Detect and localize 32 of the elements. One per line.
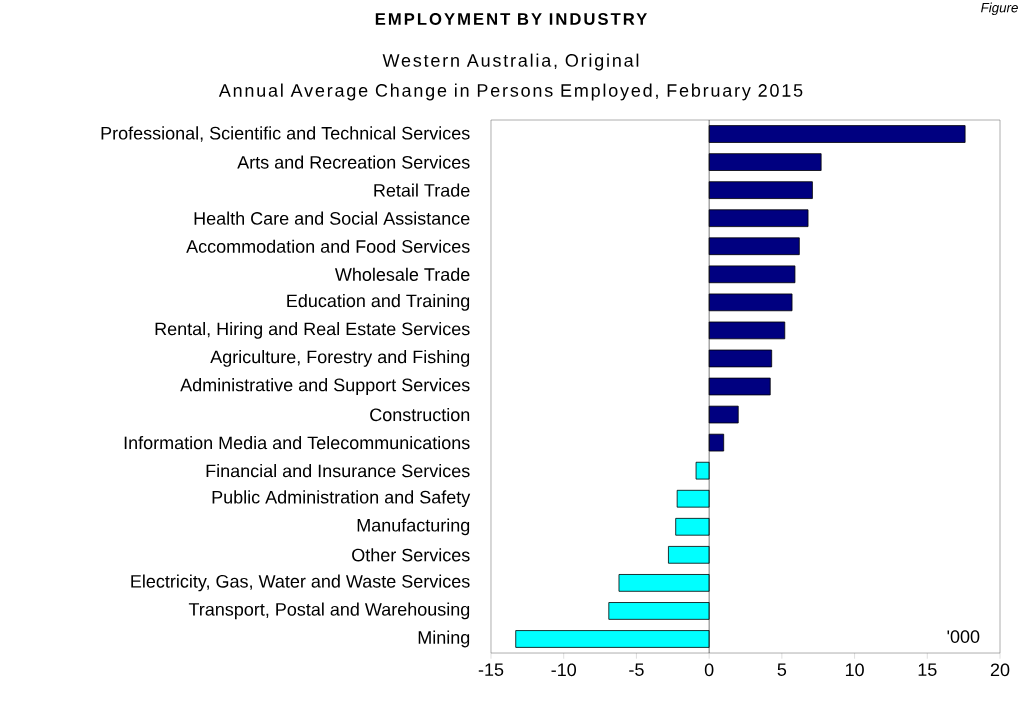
- y-tick-label: Administrative and Support Services: [180, 378, 470, 395]
- y-tick-label: Arts and Recreation Services: [237, 155, 470, 169]
- y-tick-label: Manufacturing: [357, 518, 470, 536]
- x-tick-label: -10: [551, 663, 577, 677]
- y-tick-label: Rental, Hiring and Real Estate Services: [155, 322, 470, 339]
- y-tick-label: Mining: [418, 630, 470, 648]
- chart-subtitle: Western Australia, Original: [382, 53, 639, 71]
- x-tick-label: 20: [990, 663, 1010, 677]
- y-tick-label: Other Services: [352, 548, 470, 562]
- y-tick-label: Health Care and Social Assistance: [194, 211, 470, 225]
- y-tick-label: Information Media and Telecommunications: [124, 436, 470, 450]
- y-tick-label: Construction: [370, 407, 470, 422]
- text: Annual Average Change in Persons Employed, February 2015: [218, 83, 803, 101]
- chart-title: EMPLOYMENT BY INDUSTRY: [375, 13, 648, 25]
- y-tick-label: Agriculture, Forestry and Fishing: [210, 350, 470, 367]
- x-tick-label: -5: [629, 663, 644, 676]
- annotation: '000: [947, 630, 980, 643]
- y-tick-label: Financial and Insurance Services: [206, 464, 470, 478]
- text: Figure: [981, 2, 1018, 16]
- y-tick-label: Accommodation and Food Services: [186, 239, 470, 253]
- x-tick-label: 10: [845, 663, 864, 677]
- y-tick-label: Wholesale Trade: [334, 267, 470, 281]
- y-tick-label: Professional, Scientific and Technical Services: [101, 126, 470, 142]
- y-tick-label: Public Administration and Safety: [212, 490, 471, 508]
- x-tick-label: 5: [777, 663, 787, 676]
- y-tick-label: Education and Training: [287, 293, 470, 311]
- y-tick-label: Transport, Postal and Warehousing: [188, 602, 470, 620]
- x-tick-label: 15: [918, 663, 937, 676]
- y-tick-label: Electricity, Gas, Water and Waste Services: [131, 574, 470, 592]
- y-tick-label: Retail Trade: [374, 183, 470, 197]
- x-tick-label: 0: [704, 663, 714, 677]
- x-tick-label: -15: [478, 663, 504, 676]
